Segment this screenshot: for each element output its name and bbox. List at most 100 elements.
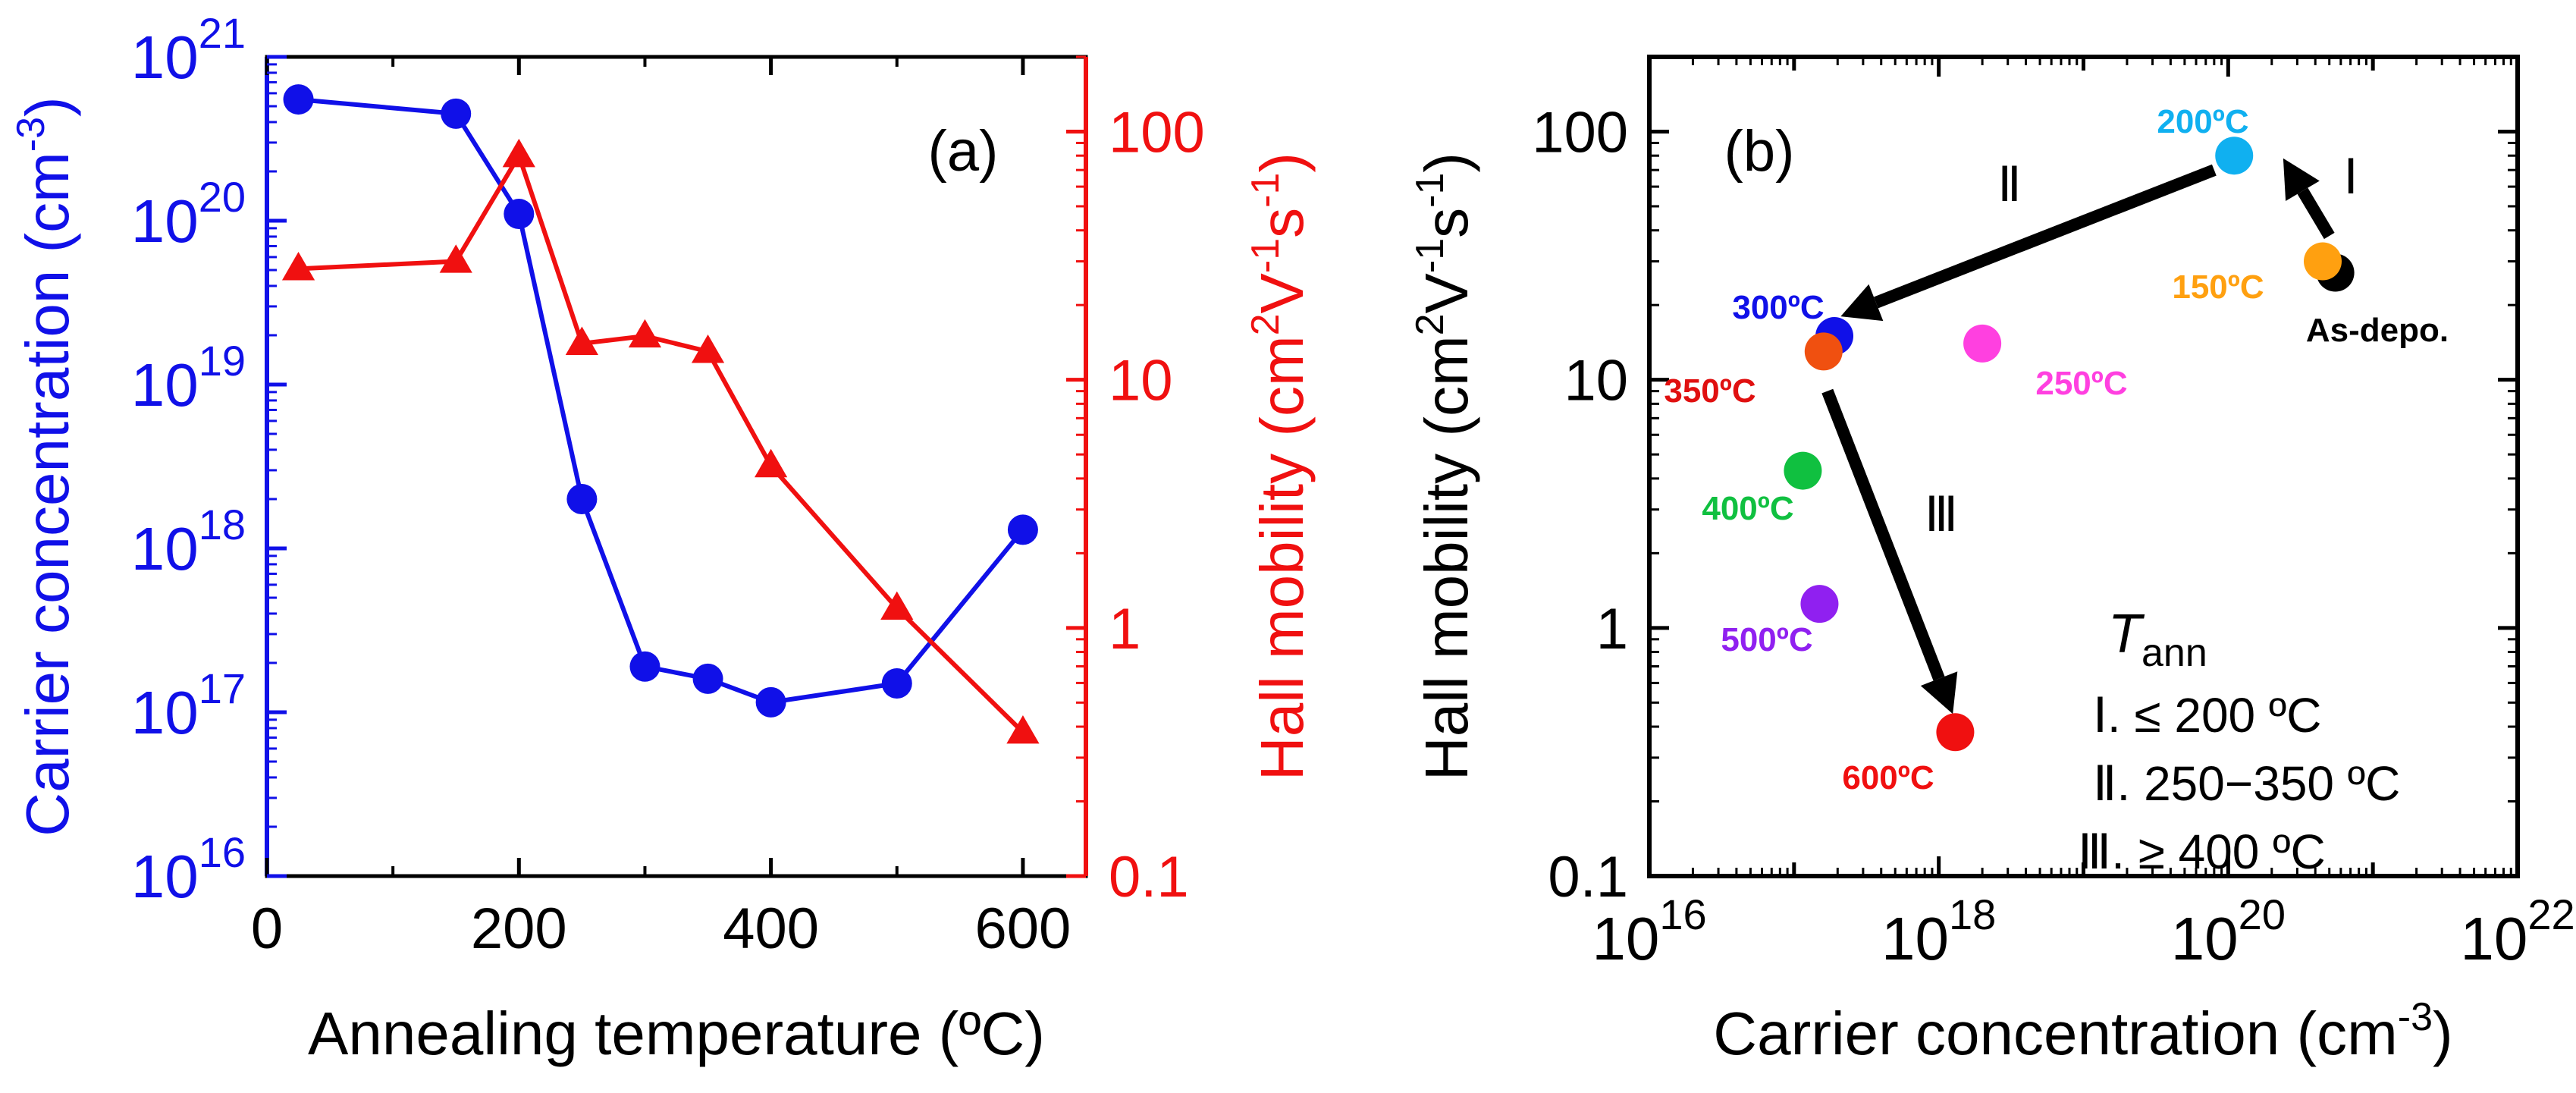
tick-base: 10 bbox=[2460, 905, 2527, 972]
panel-a-label: (a) bbox=[928, 119, 999, 184]
hall-mobility-point bbox=[281, 252, 315, 281]
legend-item-II: Ⅱ. 250−350 ºC bbox=[2093, 756, 2400, 811]
carrier-concentration-point bbox=[566, 483, 598, 514]
left-y-tick-label: 1017 bbox=[131, 664, 246, 746]
left-y-axis-title: Carrier concentration (cm-3) bbox=[9, 96, 81, 836]
data-point bbox=[1963, 324, 2002, 363]
left-y-tick-label: 1019 bbox=[131, 337, 246, 419]
x-tick-label: 600 bbox=[975, 897, 1072, 961]
tick-base: 10 bbox=[2171, 905, 2239, 972]
tick-base: 10 bbox=[131, 679, 199, 746]
tick-exponent: 21 bbox=[199, 9, 246, 57]
hall-mobility-line bbox=[298, 150, 1025, 734]
data-point bbox=[1936, 713, 1975, 752]
data-point bbox=[1800, 585, 1839, 623]
carrier-concentration-point bbox=[1007, 514, 1038, 545]
x-tick-label: 200 bbox=[471, 897, 567, 961]
left-y-ticks bbox=[267, 55, 287, 878]
tick-base: 10 bbox=[131, 351, 199, 419]
tick-exponent: 17 bbox=[199, 664, 246, 712]
tick-base: 10 bbox=[1592, 905, 1659, 972]
tick-exponent: 19 bbox=[199, 337, 246, 385]
left-y-tick-label: 1018 bbox=[131, 501, 246, 583]
hall-mobility-point bbox=[691, 334, 725, 363]
x-ticks bbox=[1647, 57, 2520, 876]
hall-mobility-point bbox=[565, 326, 598, 355]
hall-mobility-point bbox=[1006, 715, 1040, 744]
hall-mobility-point bbox=[439, 244, 472, 273]
arrow-shaft-2 bbox=[1873, 164, 2217, 309]
carrier-concentration-line bbox=[298, 97, 1025, 705]
y-tick-label: 10 bbox=[1564, 349, 1628, 413]
tick-exponent: 18 bbox=[199, 501, 246, 548]
y-ticks bbox=[1649, 55, 2518, 878]
points-group bbox=[1784, 137, 2355, 752]
left-y-tick-label: 1021 bbox=[131, 9, 246, 91]
right-y-tick-label: 10 bbox=[1109, 349, 1173, 413]
point-label-500: 500ºC bbox=[1721, 621, 1812, 658]
data-point bbox=[2303, 242, 2342, 281]
arrow-label-III: Ⅲ bbox=[1925, 487, 1958, 542]
point-label-as-depo: As-depo. bbox=[2306, 312, 2449, 349]
arrow-label-II: Ⅱ bbox=[1997, 157, 2022, 212]
point-label-350: 350ºC bbox=[1664, 372, 1756, 410]
panel-b-label: (b) bbox=[1724, 119, 1795, 184]
panel-a: (a) 0 200 400 600 Annealing temperature … bbox=[9, 9, 1316, 1067]
data-point bbox=[1784, 451, 1822, 490]
panel-b: (b) 1016 1018 1020 1022 Carrier concentr… bbox=[1408, 55, 2575, 1067]
x-tick-label: 1018 bbox=[1881, 890, 1996, 972]
point-label-600: 600ºC bbox=[1842, 759, 1934, 796]
y-tick-label: 100 bbox=[1532, 100, 1628, 165]
tick-exponent: 22 bbox=[2527, 890, 2574, 938]
x-axis-title: Annealing temperature (ºC) bbox=[308, 1000, 1045, 1067]
carrier-concentration-point bbox=[881, 667, 912, 699]
y-tick-label: 1 bbox=[1596, 597, 1628, 661]
right-y-tick-label: 0.1 bbox=[1109, 845, 1189, 909]
x-tick-label: 400 bbox=[723, 897, 819, 961]
right-y-tick-label: 100 bbox=[1109, 100, 1205, 165]
tick-exponent: 16 bbox=[1659, 890, 1706, 938]
x-tick-label: 1022 bbox=[2460, 890, 2574, 972]
hall-mobility-point bbox=[755, 448, 788, 478]
x-tick-label: 1020 bbox=[2171, 890, 2286, 972]
x-tick-label: 1016 bbox=[1592, 890, 1706, 972]
carrier-concentration-point bbox=[441, 98, 472, 129]
arrow-head-1 bbox=[2283, 158, 2320, 202]
data-point bbox=[2215, 137, 2254, 175]
carrier-concentration-point bbox=[755, 686, 786, 718]
left-y-tick-label: 1020 bbox=[131, 173, 246, 255]
right-y-axis-title: Hall mobility (cm2V-1s-1) bbox=[1244, 152, 1316, 780]
right-y-ticks bbox=[1066, 55, 1086, 878]
tick-base: 10 bbox=[131, 187, 199, 255]
y-tick-label: 0.1 bbox=[1548, 845, 1628, 909]
x-tick-label: 0 bbox=[251, 897, 283, 961]
point-label-250: 250ºC bbox=[2035, 365, 2127, 402]
y-axis-title: Hall mobility (cm2V-1s-1) bbox=[1408, 152, 1480, 780]
point-label-150: 150ºC bbox=[2172, 269, 2264, 306]
hall-mobility-point bbox=[628, 319, 662, 348]
left-y-tick-label: 1016 bbox=[131, 828, 246, 910]
arrow-head-2 bbox=[1840, 284, 1884, 322]
point-label-200: 200ºC bbox=[2157, 103, 2248, 140]
tick-exponent: 20 bbox=[199, 173, 246, 221]
arrow-shaft-3 bbox=[1821, 388, 1945, 681]
tick-base: 10 bbox=[131, 24, 199, 91]
tick-exponent: 18 bbox=[1949, 890, 1996, 938]
point-label-300: 300ºC bbox=[1732, 289, 1824, 326]
arrows-group bbox=[1821, 158, 2335, 715]
carrier-concentration-point bbox=[692, 663, 723, 694]
tick-exponent: 20 bbox=[2239, 890, 2286, 938]
legend: Tann Ⅰ. ≤ 200 ºC Ⅱ. 250−350 ºC Ⅲ. ≥ 400 … bbox=[2078, 604, 2400, 879]
legend-title: Tann bbox=[2108, 604, 2207, 675]
carrier-concentration-point bbox=[629, 651, 660, 682]
arrow-shaft-1 bbox=[2297, 187, 2335, 240]
x-ticks bbox=[265, 57, 1025, 876]
hall-mobility-point bbox=[880, 591, 914, 620]
point-label-400: 400ºC bbox=[1702, 490, 1793, 527]
tick-base: 10 bbox=[1881, 905, 1949, 972]
carrier-concentration-point bbox=[504, 199, 535, 230]
x-axis-title: Carrier concentration (cm-3) bbox=[1713, 995, 2452, 1067]
tick-base: 10 bbox=[131, 843, 199, 910]
series-group bbox=[281, 84, 1040, 744]
